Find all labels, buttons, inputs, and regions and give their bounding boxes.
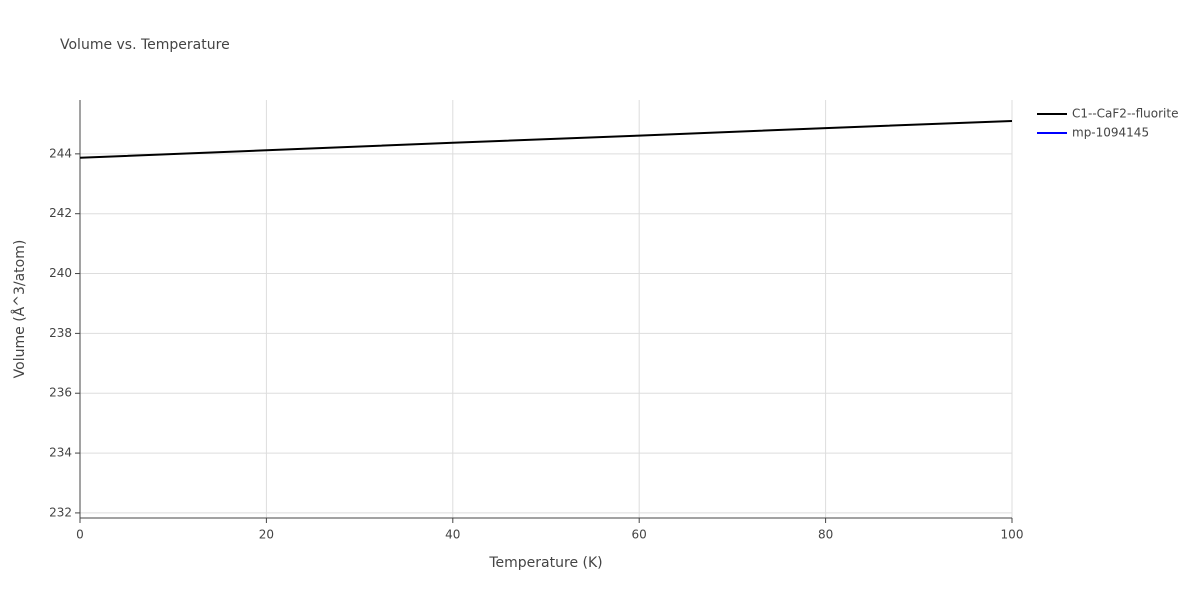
chart-title: Volume vs. Temperature [60,37,230,53]
x-tick-label: 40 [445,528,460,542]
y-tick-label: 236 [49,386,72,400]
legend-label: C1--CaF2--fluorite [1072,107,1178,121]
x-tick-label: 60 [632,528,647,542]
x-tick-label: 20 [259,528,274,542]
y-tick-label: 238 [49,326,72,340]
y-tick-label: 244 [49,146,72,160]
x-axis-title: Temperature (K) [488,555,602,571]
series-line [79,119,1013,159]
y-tick-label: 234 [49,446,72,460]
y-axis-title: Volume (Å^3/atom) [11,240,28,379]
x-tick-label: 80 [818,528,833,542]
y-tick-label: 240 [49,266,72,280]
legend-label: mp-1094145 [1072,126,1149,140]
y-tick-label: 232 [49,505,72,519]
y-tick-label: 242 [49,206,72,220]
x-tick-label: 0 [76,528,84,542]
x-tick-label: 100 [1001,528,1024,542]
